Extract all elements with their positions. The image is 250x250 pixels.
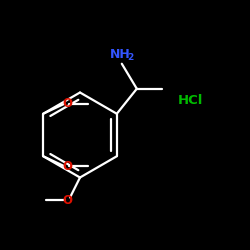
Text: NH: NH [110,48,131,62]
Text: HCl: HCl [177,94,203,106]
Text: O: O [62,160,72,173]
Text: O: O [62,194,72,206]
Text: O: O [62,97,72,110]
Text: 2: 2 [128,53,134,62]
